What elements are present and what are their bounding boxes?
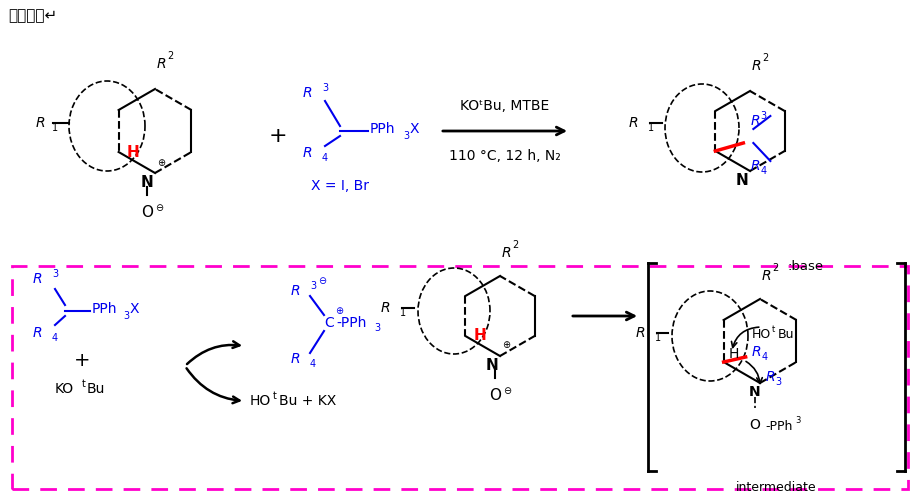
Text: +: +: [268, 126, 287, 146]
Text: 3: 3: [775, 377, 781, 387]
Text: 2: 2: [771, 263, 777, 273]
Text: HO: HO: [751, 328, 770, 341]
Text: R: R: [290, 284, 300, 298]
Text: R: R: [35, 116, 45, 130]
Text: R: R: [502, 246, 511, 260]
Text: C: C: [323, 316, 334, 330]
Text: H: H: [728, 347, 738, 361]
Text: 1: 1: [400, 308, 405, 318]
Text: 3: 3: [123, 311, 129, 321]
Text: ⊕: ⊕: [502, 340, 509, 350]
Text: H: H: [127, 144, 139, 159]
Text: 1: 1: [654, 333, 661, 343]
Text: 3: 3: [322, 83, 328, 93]
Text: +: +: [74, 352, 90, 371]
Text: :base: :base: [788, 260, 823, 273]
Text: Bu: Bu: [777, 328, 793, 341]
Text: R: R: [635, 326, 644, 340]
Text: KOᵗBu, MTBE: KOᵗBu, MTBE: [460, 99, 549, 113]
Text: 대표그림↵: 대표그림↵: [8, 8, 57, 23]
Text: R: R: [750, 114, 759, 128]
Text: ⊖: ⊖: [503, 386, 511, 396]
Text: -PPh: -PPh: [765, 420, 791, 433]
Text: PPh: PPh: [369, 122, 395, 136]
Text: t: t: [82, 379, 85, 389]
Text: intermediate: intermediate: [735, 481, 816, 494]
Text: Bu: Bu: [87, 382, 106, 396]
Text: HO: HO: [250, 394, 271, 408]
Text: Bu + KX: Bu + KX: [278, 394, 335, 408]
Bar: [12, 266, 907, 489]
Text: KO: KO: [55, 382, 74, 396]
Text: R: R: [32, 272, 42, 286]
Text: X: X: [130, 302, 140, 316]
Text: -PPh: -PPh: [335, 316, 366, 330]
Text: t: t: [771, 325, 774, 334]
Text: 1: 1: [52, 123, 58, 133]
Text: N: N: [485, 358, 498, 373]
Text: X = I, Br: X = I, Br: [311, 179, 369, 193]
Text: R: R: [380, 301, 390, 315]
Text: 3: 3: [310, 281, 316, 291]
Text: R: R: [765, 370, 775, 384]
Text: 1: 1: [647, 123, 653, 133]
Text: R: R: [302, 86, 312, 100]
Text: 2: 2: [761, 53, 767, 63]
Text: O: O: [489, 388, 501, 403]
Text: R: R: [751, 59, 761, 73]
Text: 3: 3: [52, 269, 58, 279]
Text: PPh: PPh: [92, 302, 118, 316]
Text: 2: 2: [167, 51, 173, 61]
Text: R: R: [302, 146, 312, 160]
Text: N: N: [141, 175, 153, 190]
Text: 2: 2: [512, 240, 517, 250]
Text: 4: 4: [310, 359, 316, 369]
Text: 4: 4: [322, 153, 328, 163]
Text: 110 °C, 12 h, N₂: 110 °C, 12 h, N₂: [448, 149, 561, 163]
Text: 4: 4: [761, 352, 767, 362]
Text: ⊕: ⊕: [335, 306, 343, 316]
Text: R: R: [157, 57, 166, 71]
Text: 4: 4: [759, 166, 766, 176]
Text: 4: 4: [52, 333, 58, 343]
Text: 3: 3: [374, 323, 380, 333]
Text: N: N: [748, 385, 760, 399]
Text: O: O: [749, 418, 760, 432]
Text: 3: 3: [403, 131, 409, 141]
Text: H: H: [473, 329, 485, 344]
Text: R: R: [750, 159, 759, 173]
Text: 3: 3: [759, 111, 766, 121]
Text: N: N: [735, 173, 747, 188]
Text: ⊖: ⊖: [154, 203, 163, 213]
Text: R: R: [32, 326, 42, 340]
Text: R: R: [628, 116, 637, 130]
Text: O: O: [141, 205, 153, 220]
Text: t: t: [273, 391, 277, 401]
Text: R: R: [751, 345, 760, 359]
Text: 3: 3: [794, 416, 800, 425]
Text: R: R: [290, 352, 300, 366]
Text: R: R: [761, 269, 771, 283]
Text: X: X: [410, 122, 419, 136]
Text: ⊕: ⊕: [157, 158, 165, 168]
Text: ⊖: ⊖: [318, 276, 325, 286]
